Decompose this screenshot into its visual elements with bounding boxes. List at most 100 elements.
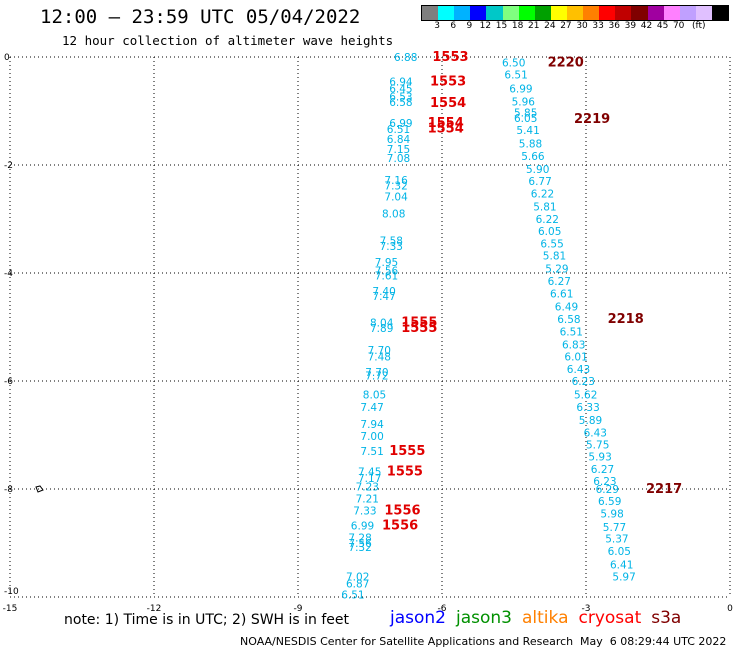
cryosat-pass-label: 1556 [382,519,418,534]
swh-value: 7.47 [372,291,395,303]
x-tick-label: -15 [3,604,18,614]
swh-value: 5.62 [574,390,597,402]
swh-value: 5.77 [603,522,626,534]
swh-value: 6.99 [389,118,412,130]
swh-value: 7.23 [356,481,379,493]
color-scale-bar [421,5,729,21]
s3a-pass-label: 2218 [608,312,644,327]
swh-value: 7.32 [384,181,407,193]
scale-swatch [663,6,680,20]
swh-value: 5.97 [612,571,635,583]
legend-entry: s3a [651,608,682,628]
s3a-pass-labels: 2220 2219 2218 2217 [548,55,683,497]
swh-value: 5.96 [512,96,536,108]
swh-value: 7.04 [384,191,408,203]
x-tick-label: -9 [294,604,303,614]
scale-swatch [486,6,503,20]
axis-tick-labels: -15 -12 -9 -6 -3 0 0 -2 -4 -6 -8 -10 [3,53,733,614]
scale-label: 18 [511,21,524,31]
swh-value: 6.27 [591,464,614,476]
swh-value: 7.17 [358,473,381,485]
scale-swatch [711,6,729,20]
swh-value: 6.59 [598,496,621,508]
swh-value: 7.61 [375,271,398,283]
y-tick-label: -6 [4,377,13,387]
swh-value: 7.21 [356,494,379,506]
coastline-mark [35,485,44,493]
y-tick-label: -2 [4,161,13,171]
swh-value: 7.45 [358,467,381,479]
x-tick-label: 0 [727,604,733,614]
cryosat-pass-label: 1556 [384,504,420,519]
swh-value: 6.99 [509,83,532,95]
scale-swatch [615,6,632,20]
cryosat-pass-label: 1554 [428,116,464,131]
scale-swatch [438,6,455,20]
swh-value: 6.05 [514,113,537,125]
swh-value: 6.43 [567,364,590,376]
x-tick-label: -3 [582,604,591,614]
cryosat-pass-label: 1554 [430,96,466,111]
swh-value: 7.00 [360,431,383,443]
footer-timestamp: May 6 08:29:44 UTC 2022 [580,635,727,648]
scale-swatch [470,6,487,20]
satellite-legend: jason2 jason3 altika cryosat s3a [390,608,691,628]
scale-swatch [647,6,664,20]
cryosat-pass-label: 1553 [432,50,468,65]
scale-swatch [454,6,471,20]
swh-value: 6.51 [504,69,527,81]
swh-value: 5.75 [586,440,609,452]
cryosat-pass-label: 1555 [401,316,437,331]
y-tick-label: -4 [4,269,13,279]
swh-value: 6.23 [572,376,595,388]
page-subtitle: 12 hour collection of altimeter wave hei… [62,33,394,48]
s3a-pass-label: 2220 [548,55,584,70]
scale-swatch [502,6,519,20]
swh-value: 6.50 [502,57,525,69]
cryosat-pass-label: 1553 [430,74,466,89]
swh-value: 7.47 [360,402,383,414]
scale-swatch [534,6,551,20]
swh-value: 6.51 [387,124,410,136]
swh-value: 7.56 [375,265,399,277]
swh-value: 7.70 [368,345,391,357]
swh-value: 6.58 [557,314,580,326]
y-tick-label: -8 [4,485,13,495]
swh-value: 8.08 [382,209,405,221]
color-scale-labels: 3 6 9 12 15 18 21 24 27 30 33 36 39 42 45 70 (ft) [421,21,729,33]
cryosat-pass-label: 1555 [401,321,437,336]
cryosat-pass-label: 1555 [387,465,423,480]
swh-value: 7.33 [353,506,376,518]
swh-value: 6.22 [531,189,554,201]
swh-value: 5.81 [543,251,566,263]
swh-value: 6.94 [389,76,413,88]
legend-entry: jason3 [456,608,512,628]
legend-entry: cryosat [578,608,642,628]
swh-value: 6.83 [562,339,585,351]
swh-value: 6.87 [346,579,369,591]
scale-label: 3 [434,21,440,31]
scale-swatch [518,6,535,20]
swh-value: 6.55 [540,238,563,250]
scale-swatch [550,6,567,20]
swh-value: 6.33 [576,402,599,414]
x-tick-label: -12 [147,604,162,614]
swh-value: 5.98 [600,508,623,520]
swh-value: 5.37 [605,534,628,546]
scale-label: 39 [624,21,637,31]
scale-label: 70 [672,21,685,31]
scale-swatch [631,6,648,20]
swh-value: 5.29 [545,264,568,276]
swh-value: 6.43 [584,427,607,439]
swh-value: 6.23 [593,476,616,488]
swh-value: 6.01 [564,352,587,364]
scale-label: 27 [560,21,572,31]
swh-value: 7.95 [375,257,398,269]
swh-value: 7.70 [365,367,388,379]
swh-value: 6.88 [394,52,417,64]
footer-credit: NOAA/NESDIS Center for Satellite Applica… [240,635,574,648]
grid-lines [9,56,731,598]
swh-value: 6.27 [548,276,571,288]
swh-value: 7.32 [348,542,371,554]
